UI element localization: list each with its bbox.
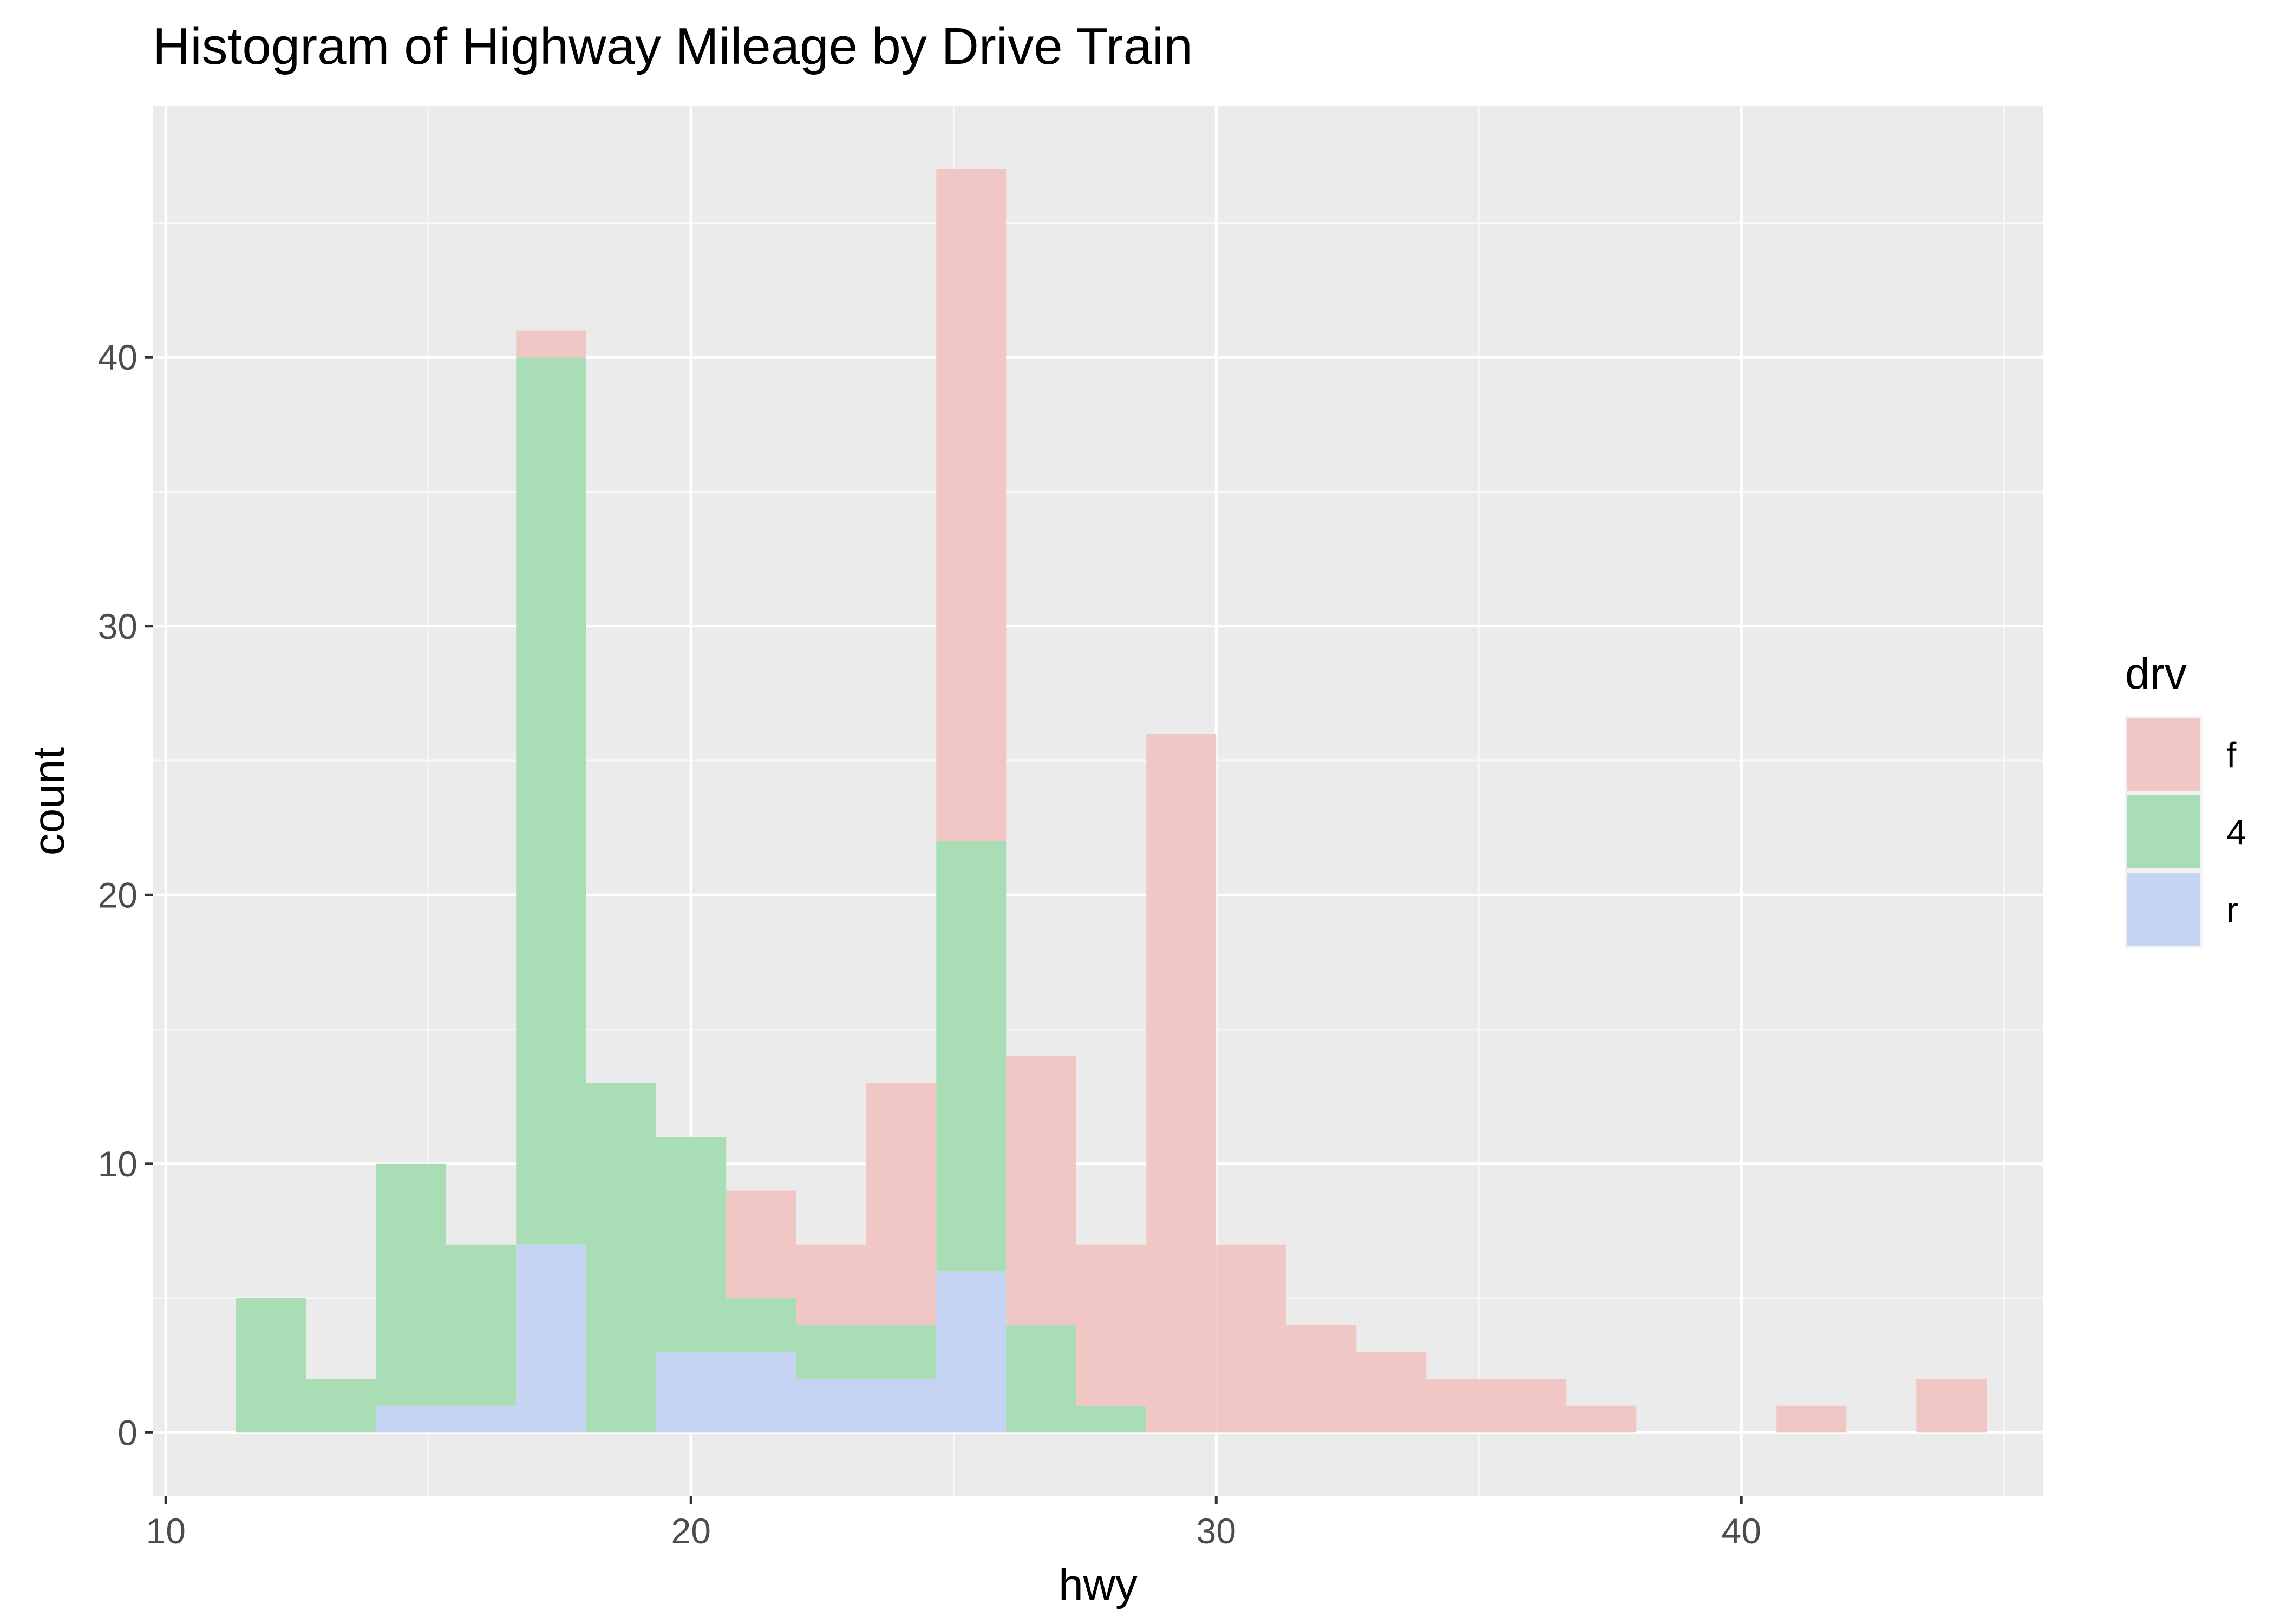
bar-4-7 xyxy=(726,1298,796,1352)
bar-f-18 xyxy=(1496,1379,1567,1433)
bar-4-6 xyxy=(656,1137,727,1352)
bar-f-7 xyxy=(726,1190,796,1299)
legend-title: drv xyxy=(2125,649,2187,698)
x-tick-label: 40 xyxy=(1722,1511,1761,1551)
y-tick-label: 30 xyxy=(98,606,138,646)
y-tick-label: 40 xyxy=(98,337,138,377)
bar-r-3 xyxy=(446,1405,517,1433)
x-tick-label: 30 xyxy=(1197,1511,1236,1551)
legend-label-4: 4 xyxy=(2226,813,2246,853)
y-axis-title: count xyxy=(24,746,74,855)
bar-r-9 xyxy=(866,1379,937,1433)
bar-f-17 xyxy=(1426,1379,1497,1433)
bar-f-14 xyxy=(1216,1244,1286,1433)
x-tick-label: 20 xyxy=(671,1511,711,1551)
bar-f-12 xyxy=(1076,1244,1147,1406)
bar-r-2 xyxy=(376,1405,446,1433)
histogram-bars xyxy=(236,169,1987,1433)
bar-f-24 xyxy=(1916,1379,1987,1433)
bar-f-8 xyxy=(796,1244,866,1325)
bar-f-4 xyxy=(516,330,586,358)
bar-f-22 xyxy=(1776,1405,1847,1433)
bar-4-8 xyxy=(796,1325,866,1379)
bar-4-3 xyxy=(446,1244,517,1406)
legend-label-f: f xyxy=(2226,735,2237,775)
bar-r-7 xyxy=(726,1352,796,1433)
bar-4-5 xyxy=(586,1083,656,1433)
legend-swatch-f xyxy=(2127,718,2200,791)
legend-swatch-r xyxy=(2127,873,2200,946)
y-tick-label: 10 xyxy=(98,1144,138,1184)
bar-4-1 xyxy=(306,1379,376,1433)
bar-f-9 xyxy=(866,1083,937,1325)
x-tick-label: 10 xyxy=(146,1511,186,1551)
bar-f-10 xyxy=(936,169,1007,841)
y-tick-label: 0 xyxy=(117,1412,138,1452)
bar-f-19 xyxy=(1566,1405,1637,1433)
bar-4-2 xyxy=(376,1163,446,1406)
bar-f-13 xyxy=(1146,734,1217,1433)
bar-4-10 xyxy=(936,841,1007,1272)
bar-r-4 xyxy=(516,1244,586,1433)
y-tick-label: 20 xyxy=(98,875,138,915)
bar-4-4 xyxy=(516,357,586,1245)
bar-f-15 xyxy=(1286,1325,1357,1433)
y-axis: 0 10 20 30 40 xyxy=(98,337,153,1452)
chart-title: Histogram of Highway Mileage by Drive Tr… xyxy=(153,17,1193,75)
bar-4-11 xyxy=(1006,1325,1076,1433)
x-axis-title: hwy xyxy=(1058,1560,1138,1609)
legend-swatch-4 xyxy=(2127,795,2200,868)
bar-r-6 xyxy=(656,1352,727,1433)
bar-4-9 xyxy=(866,1325,937,1379)
bar-f-16 xyxy=(1356,1352,1427,1433)
bar-f-11 xyxy=(1006,1056,1076,1325)
legend-label-r: r xyxy=(2226,890,2238,930)
legend: drv f 4 r xyxy=(2125,649,2246,948)
bar-4-0 xyxy=(236,1298,306,1433)
bar-4-12 xyxy=(1076,1405,1147,1433)
x-axis: 10 20 30 40 xyxy=(146,1496,1761,1551)
bar-r-10 xyxy=(936,1271,1007,1433)
bar-r-8 xyxy=(796,1379,866,1433)
